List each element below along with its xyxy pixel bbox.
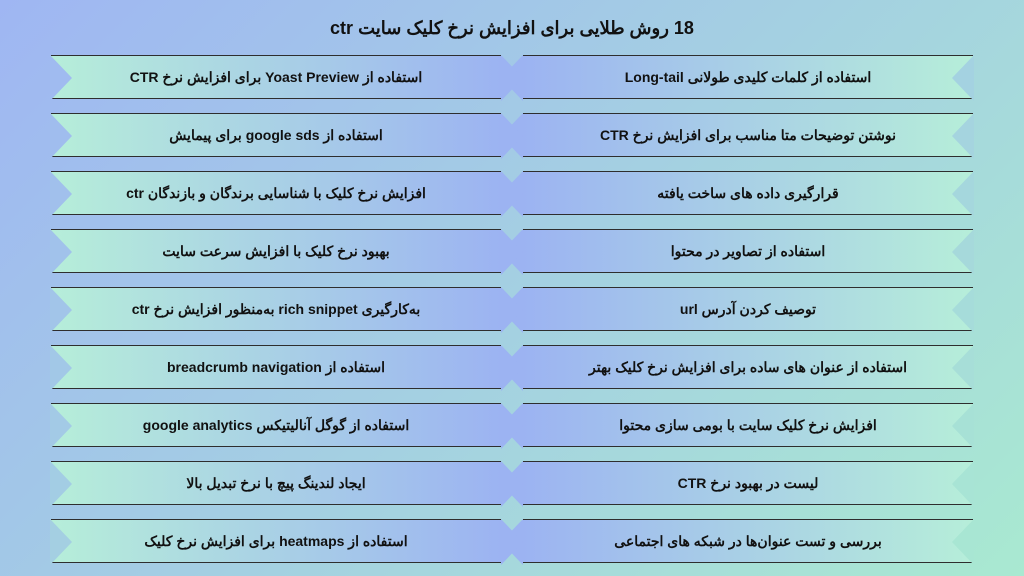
arrow-row: استفاده از تصاویر در محتوا بهبود نرخ کلیک… (40, 229, 984, 273)
arrow-rows: استفاده از کلمات کلیدی طولانی Long-tail ا… (40, 55, 984, 563)
arrow-notch (952, 287, 974, 333)
arrow-label: استفاده از google sds برای پیمایش (133, 127, 419, 144)
arrow-row: استفاده از عنوان های ساده برای افزایش نر… (40, 345, 984, 389)
arrow-left: به‌کارگیری rich snippet به‌منظور افزایش … (51, 287, 501, 331)
arrow-label: استفاده از breadcrumb navigation (131, 359, 421, 376)
arrow-notch (952, 461, 974, 507)
page-title: 18 روش طلایی برای افزایش نرخ کلیک سایت c… (40, 18, 984, 39)
arrow-notch (952, 229, 974, 275)
arrow-label: افزایش نرخ کلیک با شناسایی برندگان و باز… (90, 185, 462, 202)
arrow-label: استفاده از عنوان های ساده برای افزایش نر… (553, 359, 943, 376)
arrow-label: به‌کارگیری rich snippet به‌منظور افزایش … (96, 301, 457, 318)
arrow-row: توصیف کردن آدرس url به‌کارگیری rich snipp… (40, 287, 984, 331)
arrow-right: استفاده از عنوان های ساده برای افزایش نر… (523, 345, 973, 389)
arrow-notch (50, 229, 72, 275)
arrow-notch (50, 55, 72, 101)
arrow-notch (952, 55, 974, 101)
arrow-row: استفاده از کلمات کلیدی طولانی Long-tail ا… (40, 55, 984, 99)
arrow-right: استفاده از تصاویر در محتوا (523, 229, 973, 273)
arrow-label: ایجاد لندینگ پیچ با نرخ تبدیل بالا (150, 475, 401, 492)
arrow-row: قرارگیری داده های ساخت یافته افزایش نرخ ک… (40, 171, 984, 215)
arrow-label: استفاده از heatmaps برای افزایش نرخ کلیک (108, 533, 443, 550)
arrow-label: قرارگیری داده های ساخت یافته (621, 185, 874, 202)
arrow-row: نوشتن توضیحات متا مناسب برای افزایش نرخ … (40, 113, 984, 157)
arrow-left: استفاده از breadcrumb navigation (51, 345, 501, 389)
arrow-notch (50, 519, 72, 565)
arrow-left: استفاده از گوگل آنالیتیکس google analyti… (51, 403, 501, 447)
arrow-right: قرارگیری داده های ساخت یافته (523, 171, 973, 215)
arrow-label: نوشتن توضیحات متا مناسب برای افزایش نرخ … (564, 127, 932, 144)
arrow-notch (952, 171, 974, 217)
arrow-label: استفاده از گوگل آنالیتیکس google analyti… (107, 417, 445, 434)
arrow-notch (50, 403, 72, 449)
arrow-label: لیست در بهبود نرخ CTR (642, 475, 855, 492)
arrow-notch (50, 461, 72, 507)
arrow-right: لیست در بهبود نرخ CTR (523, 461, 973, 505)
arrow-left: ایجاد لندینگ پیچ با نرخ تبدیل بالا (51, 461, 501, 505)
arrow-right: نوشتن توضیحات متا مناسب برای افزایش نرخ … (523, 113, 973, 157)
arrow-label: استفاده از تصاویر در محتوا (635, 243, 862, 260)
arrow-label: بررسی و تست عنوان‌ها در شبکه های اجتماعی (578, 533, 917, 550)
arrow-notch (50, 287, 72, 333)
arrow-notch (50, 113, 72, 159)
arrow-notch (952, 519, 974, 565)
arrow-right: بررسی و تست عنوان‌ها در شبکه های اجتماعی (523, 519, 973, 563)
arrow-left: استفاده از Yoast Preview برای افزایش نرخ… (51, 55, 501, 99)
arrow-notch (952, 113, 974, 159)
arrow-row: بررسی و تست عنوان‌ها در شبکه های اجتماعی… (40, 519, 984, 563)
arrow-notch (50, 171, 72, 217)
arrow-left: استفاده از google sds برای پیمایش (51, 113, 501, 157)
arrow-right: توصیف کردن آدرس url (523, 287, 973, 331)
arrow-row: افزایش نرخ کلیک سایت با بومی سازی محتوا ا… (40, 403, 984, 447)
arrow-right: افزایش نرخ کلیک سایت با بومی سازی محتوا (523, 403, 973, 447)
arrow-notch (952, 345, 974, 391)
arrow-right: استفاده از کلمات کلیدی طولانی Long-tail (523, 55, 973, 99)
arrow-left: استفاده از heatmaps برای افزایش نرخ کلیک (51, 519, 501, 563)
arrow-label: استفاده از Yoast Preview برای افزایش نرخ… (94, 69, 459, 86)
arrow-label: استفاده از کلمات کلیدی طولانی Long-tail (589, 69, 908, 86)
arrow-left: بهبود نرخ کلیک با افزایش سرعت سایت (51, 229, 501, 273)
arrow-label: توصیف کردن آدرس url (644, 301, 852, 318)
arrow-label: بهبود نرخ کلیک با افزایش سرعت سایت (126, 243, 425, 260)
infographic-canvas: 18 روش طلایی برای افزایش نرخ کلیک سایت c… (0, 0, 1024, 576)
arrow-notch (952, 403, 974, 449)
arrow-label: افزایش نرخ کلیک سایت با بومی سازی محتوا (583, 417, 913, 434)
arrow-row: لیست در بهبود نرخ CTR ایجاد لندینگ پیچ با… (40, 461, 984, 505)
arrow-notch (50, 345, 72, 391)
arrow-left: افزایش نرخ کلیک با شناسایی برندگان و باز… (51, 171, 501, 215)
